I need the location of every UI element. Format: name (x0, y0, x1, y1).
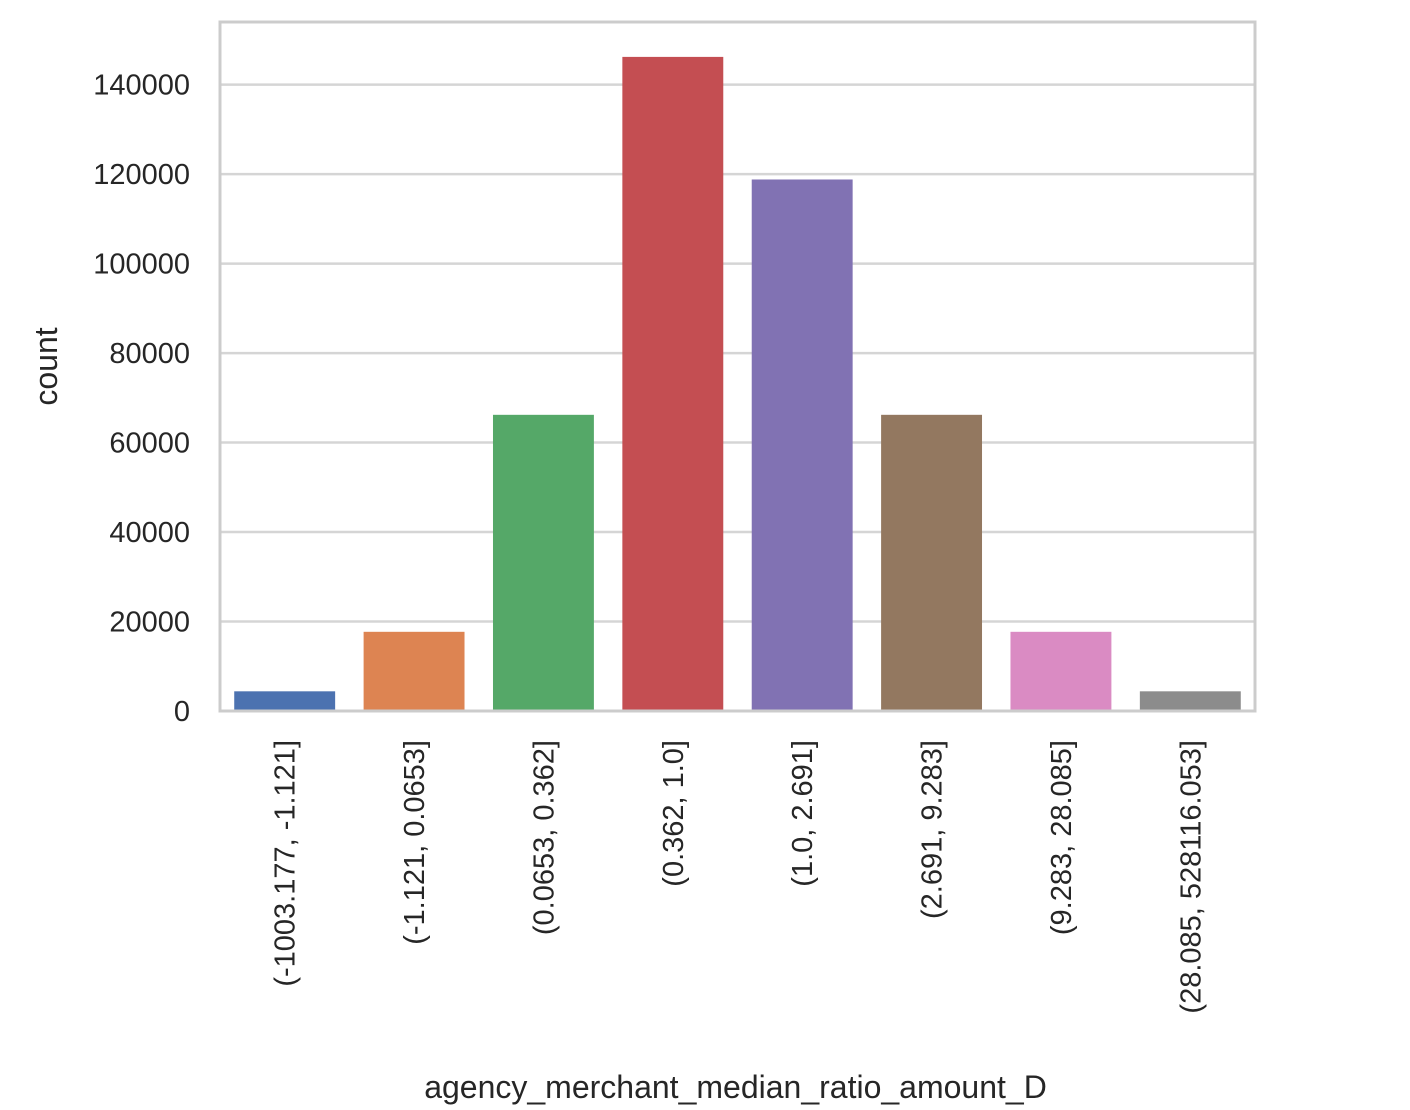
bar (363, 631, 465, 711)
x-tick-label: (2.691, 9.283] (917, 740, 949, 919)
y-tick-label: 80000 (109, 338, 190, 370)
bar (881, 414, 983, 711)
x-tick-label: (-1.121, 0.0653] (399, 740, 431, 945)
x-tick-label: (28.085, 528116.053] (1175, 740, 1207, 1014)
y-tick-labels: 0 20000 40000 60000 80000 100000 120000 140000 (93, 70, 190, 728)
y-tick-label: 0 (174, 696, 190, 728)
bars (234, 56, 1241, 712)
grid-lines (220, 83, 1255, 713)
y-tick-label: 60000 (109, 428, 190, 460)
bar (234, 691, 336, 711)
x-tick-label: (-1003.177, -1.121] (270, 740, 302, 987)
bar (1139, 691, 1241, 711)
x-tick-label: (1.0, 2.691] (787, 740, 819, 887)
plot-frame (218, 20, 1257, 713)
bar (622, 56, 724, 712)
x-tick-label: (0.362, 1.0] (658, 740, 690, 887)
x-tick-labels: (-1003.177, -1.121] (-1.121, 0.0653] (0.06… (270, 740, 1208, 1014)
x-tick-label: (9.283, 28.085] (1046, 740, 1078, 935)
bar (1010, 631, 1112, 711)
y-axis-label: count (28, 327, 64, 405)
y-tick-label: 20000 (109, 607, 190, 639)
bar (492, 414, 594, 711)
y-tick-label: 120000 (93, 159, 190, 191)
x-tick-label: (0.0653, 0.362] (528, 740, 560, 935)
y-tick-label: 40000 (109, 517, 190, 549)
bar (751, 179, 853, 711)
x-axis-label: agency_merchant_median_ratio_amount_D (424, 1069, 1047, 1105)
y-tick-label: 140000 (93, 70, 190, 102)
y-tick-label: 100000 (93, 249, 190, 281)
